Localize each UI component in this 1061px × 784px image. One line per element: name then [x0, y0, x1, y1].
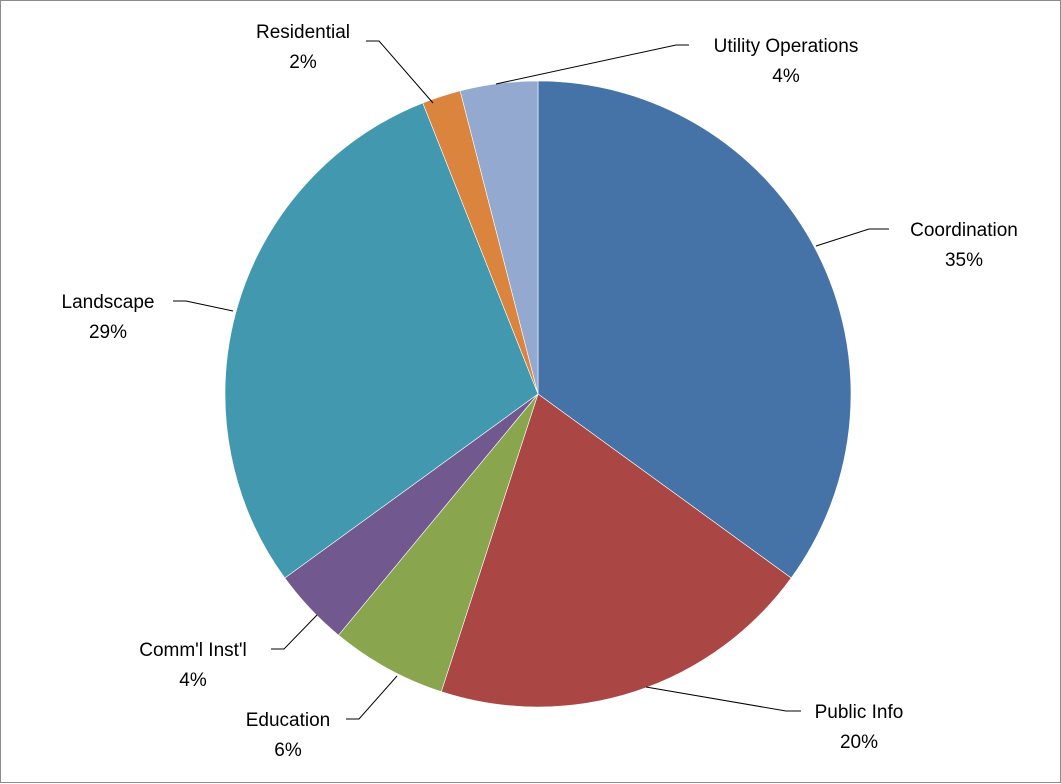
slice-value-comm-l-inst-l: 4% [179, 670, 207, 691]
pie-slices [224, 80, 852, 708]
leader-line-comm-l-inst-l [271, 614, 318, 650]
slice-coordination [537, 80, 852, 579]
slice-education [338, 393, 539, 693]
leader-line-public-info [645, 686, 801, 712]
slice-label-comm-l-inst-l: Comm'l Inst'l [139, 640, 247, 661]
leader-line-utility-operations [495, 44, 689, 85]
slice-value-education: 6% [274, 740, 302, 761]
slice-public-info [440, 393, 792, 708]
slice-label-education: Education [246, 710, 331, 731]
slice-value-public-info: 20% [840, 732, 878, 753]
slice-label-utility-operations: Utility Operations [714, 36, 859, 57]
slice-value-coordination: 35% [945, 250, 983, 271]
slice-value-landscape: 29% [89, 322, 127, 343]
slice-label-residential: Residential [256, 22, 350, 43]
slice-label-coordination: Coordination [910, 220, 1018, 241]
slice-value-residential: 2% [289, 52, 317, 73]
data-labels: Coordination 35% Public Info 20% Education 6%… [62, 22, 1018, 761]
slice-label-public-info: Public Info [815, 702, 904, 723]
leader-line-education [346, 675, 398, 720]
slice-value-utility-operations: 4% [772, 66, 800, 87]
slice-label-landscape: Landscape [62, 292, 155, 313]
leader-line-landscape [173, 300, 234, 312]
leader-line-residential [366, 40, 434, 104]
slice-landscape [224, 102, 539, 579]
leader-line-coordination [815, 228, 889, 247]
